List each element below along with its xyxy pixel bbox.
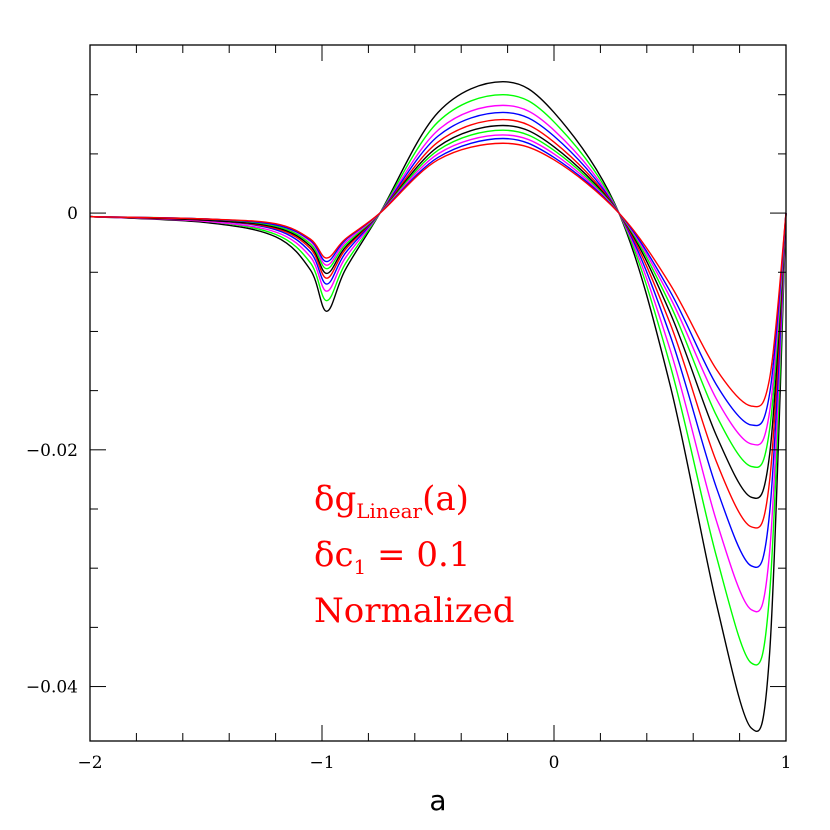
annotation-subscript-linear: Linear <box>356 499 422 523</box>
x-tick-label: −2 <box>77 753 102 773</box>
series-line-1 <box>89 80 787 732</box>
x-tick-label: 0 <box>549 753 560 773</box>
x-tick-label: −1 <box>309 753 334 773</box>
annotation-normalized: Normalized <box>314 591 515 631</box>
annotation-value: = 0.1 <box>366 535 470 575</box>
series-line-5 <box>89 118 787 529</box>
x-axis-title: a <box>429 784 446 817</box>
series-line-9 <box>89 137 787 427</box>
tick-labels-layer: −2 −1 0 1 0 −0.02 −0.04 <box>26 204 792 773</box>
annotation-subscript-one: 1 <box>354 555 367 579</box>
x-tick-label: 1 <box>781 753 792 773</box>
svg-text:δgLinear(a): δgLinear(a) <box>314 479 469 523</box>
series-line-2 <box>89 94 787 666</box>
annotation-delta-g: δg <box>314 479 356 519</box>
y-tick-label: −0.02 <box>26 441 78 461</box>
y-tick-label: −0.04 <box>26 678 78 698</box>
series-line-7 <box>89 129 787 469</box>
series-line-8 <box>89 134 787 446</box>
annotation-block: δgLinear(a) δc1 = 0.1 Normalized <box>314 479 515 631</box>
annotation-delta-c: δc <box>314 535 354 575</box>
ticks-layer <box>89 45 787 741</box>
y-tick-label: 0 <box>67 204 78 224</box>
svg-text:δc1 = 0.1: δc1 = 0.1 <box>314 535 470 579</box>
series-line-4 <box>89 111 787 569</box>
annotation-argument: (a) <box>422 479 469 519</box>
series-line-6 <box>89 124 787 499</box>
series-line-3 <box>89 104 787 613</box>
plot-frame <box>89 44 787 742</box>
curves-layer <box>89 80 787 732</box>
series-line-10 <box>89 142 787 408</box>
